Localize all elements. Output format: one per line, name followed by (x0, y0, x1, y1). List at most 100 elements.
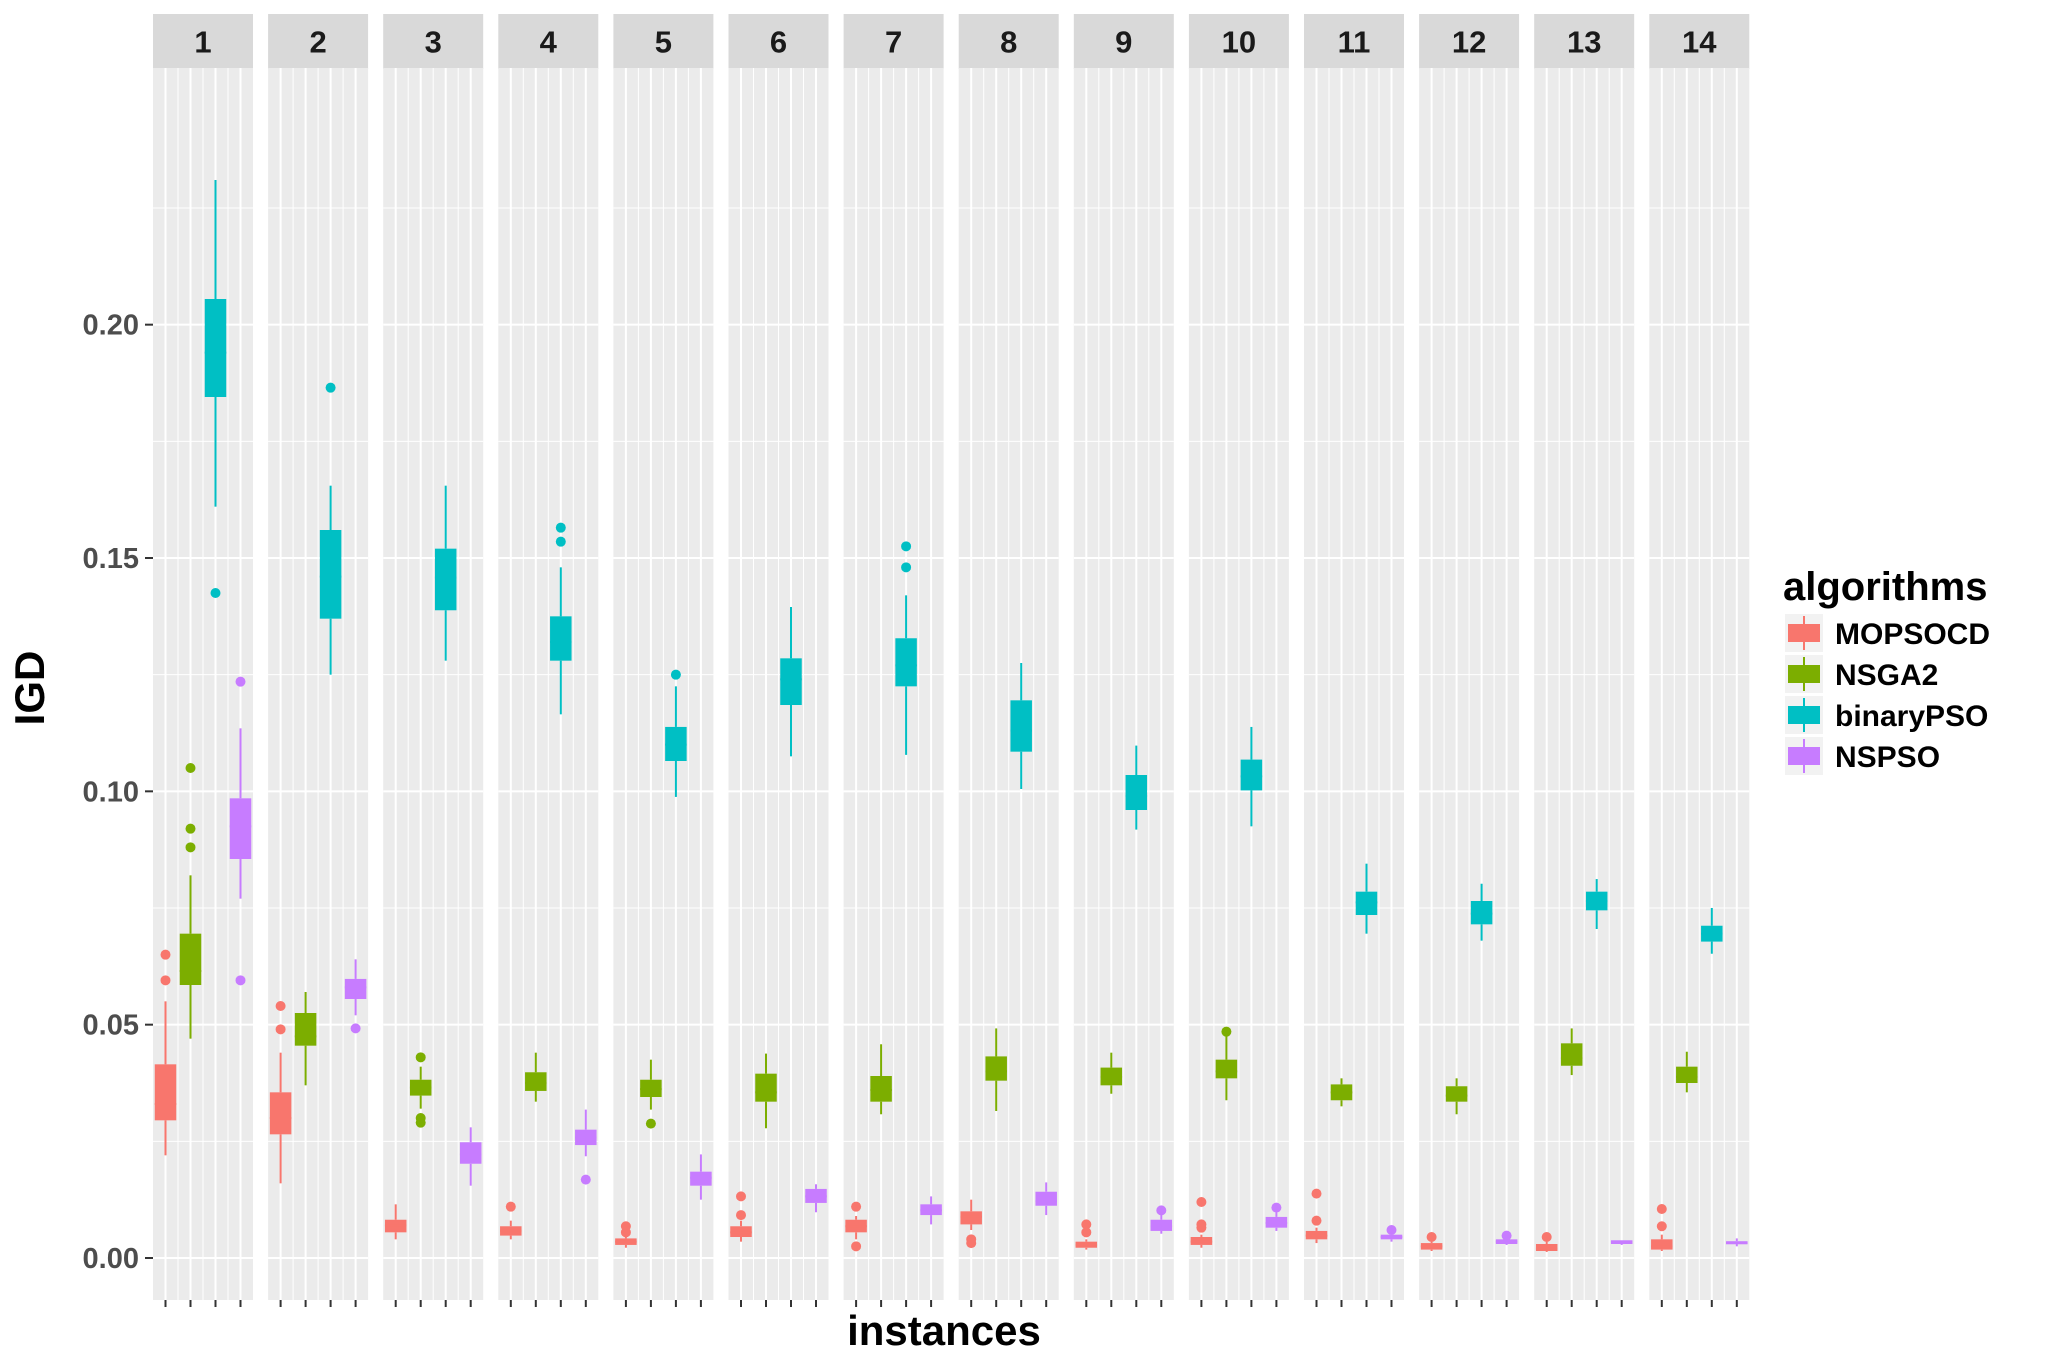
outlier-point (1081, 1219, 1092, 1230)
boxplot-binaryPSO-panel-4 (550, 522, 572, 715)
facet-strip-label: 6 (770, 25, 787, 60)
facet-panel-1: 1 (153, 14, 253, 1300)
y-axis: 0.00 0.05 0.10 0.15 0.20 (83, 310, 153, 1275)
boxplot-NSGA2-panel-2 (294, 992, 317, 1086)
legend-label: binaryPSO (1835, 700, 1988, 733)
box-iqr (459, 1142, 482, 1164)
boxplot-NSPSO-panel-2 (344, 959, 367, 1034)
facet-panel-8: 8 (958, 14, 1059, 1300)
box-iqr (1445, 1086, 1468, 1102)
boxplot-NSGA2-panel-12 (1445, 1078, 1468, 1115)
boxplot-MOPSOCD-panel-5 (615, 1221, 637, 1248)
outlier-point (185, 763, 196, 773)
facet-strip-label: 9 (1115, 25, 1132, 60)
facet-strip-label: 10 (1222, 25, 1256, 60)
box-iqr (434, 548, 457, 611)
y-axis-title: IGD (6, 651, 53, 726)
legend-item-MOPSOCD: MOPSOCD (1785, 614, 1990, 652)
outlier-point (1196, 1197, 1207, 1207)
box-iqr (1560, 1043, 1583, 1066)
boxplot-NSPSO-panel-14 (1726, 1238, 1748, 1247)
facet-panel-11: 11 (1304, 14, 1404, 1300)
facet-panel-2: 2 (268, 14, 369, 1300)
outlier-point (1081, 1227, 1092, 1238)
facet-strip (843, 14, 944, 69)
boxplot-MOPSOCD-panel-12 (1420, 1232, 1443, 1251)
facet-strip (498, 14, 599, 69)
facet-strip-label: 13 (1567, 25, 1601, 60)
outlier-point (1196, 1219, 1207, 1230)
outlier-point (620, 1221, 631, 1232)
outlier-point (851, 1201, 862, 1212)
box-iqr (525, 1072, 547, 1091)
boxplot-binaryPSO-panel-3 (434, 485, 457, 661)
outlier-point (185, 842, 196, 853)
facet-strip-label: 14 (1682, 25, 1717, 60)
boxplot-NSGA2-panel-13 (1560, 1028, 1583, 1076)
boxplot-binaryPSO-panel-2 (319, 382, 342, 675)
box-iqr (895, 638, 917, 687)
boxplot-NSPSO-panel-11 (1380, 1225, 1403, 1242)
boxplot-binaryPSO-panel-8 (1010, 663, 1032, 789)
legend-item-binaryPSO: binaryPSO (1785, 696, 1988, 734)
facet-strip-label: 4 (540, 25, 558, 60)
outlier-point (966, 1234, 977, 1245)
box-iqr (780, 658, 802, 705)
outlier-point (1311, 1188, 1322, 1199)
facet-strip-label: 11 (1338, 25, 1371, 60)
boxplot-MOPSOCD-panel-14 (1651, 1204, 1673, 1251)
outlier-point (160, 949, 171, 960)
facet-strip (958, 14, 1059, 69)
legend-item-NSPSO: NSPSO (1785, 737, 1940, 775)
facet-panels: 1 2 3 4 5 6 7 8 9 10 11 12 13 14 (153, 14, 1750, 1300)
y-tick-label: 0.10 (83, 776, 139, 808)
outlier-point (325, 382, 336, 393)
boxplot-NSGA2-panel-1 (179, 763, 202, 1039)
boxplot-binaryPSO-panel-5 (665, 669, 687, 797)
boxplot-binaryPSO-panel-13 (1585, 879, 1608, 929)
facet-strip (383, 14, 484, 69)
outlier-point (1541, 1232, 1552, 1242)
boxplot-NSPSO-panel-4 (575, 1109, 597, 1185)
facet-strip (728, 14, 829, 69)
outlier-point (1386, 1225, 1397, 1235)
box-iqr (1676, 1066, 1698, 1083)
facet-strip (1649, 14, 1750, 69)
facet-strip (1419, 14, 1520, 69)
outlier-point (901, 562, 912, 573)
outlier-point (350, 1023, 361, 1034)
facet-strip-label: 5 (655, 25, 672, 60)
boxplot-NSGA2-panel-6 (755, 1053, 777, 1129)
box-iqr (179, 933, 202, 985)
box-iqr (1035, 1191, 1057, 1206)
boxplot-MOPSOCD-panel-6 (730, 1191, 752, 1242)
facet-strip (268, 14, 369, 69)
box-iqr (269, 1092, 292, 1135)
boxplot-NSPSO-panel-3 (459, 1127, 482, 1186)
boxplot-NSPSO-panel-5 (690, 1154, 712, 1200)
facet-panel-13: 13 (1534, 14, 1635, 1300)
facet-strip (1304, 14, 1404, 69)
legend-key-box (1788, 665, 1820, 683)
box-iqr (985, 1056, 1007, 1081)
outlier-point (901, 541, 912, 552)
boxplot-binaryPSO-panel-12 (1470, 883, 1493, 941)
box-iqr (1125, 775, 1148, 810)
boxplot-binaryPSO-panel-7 (895, 541, 917, 755)
boxplot-MOPSOCD-panel-9 (1075, 1219, 1098, 1250)
outlier-point (580, 1174, 591, 1185)
boxplot-binaryPSO-panel-10 (1240, 726, 1263, 827)
facet-strip (1073, 14, 1174, 69)
box-iqr (344, 978, 367, 999)
boxplot-NSGA2-panel-7 (870, 1044, 892, 1115)
legend-key-box (1788, 624, 1820, 642)
facet-panel-6: 6 (728, 14, 829, 1300)
legend: algorithms MOPSOCD NSGA2 binaryPSO NSPSO (1783, 565, 1990, 775)
legend-key-box (1788, 706, 1820, 724)
boxplot-MOPSOCD-panel-4 (500, 1201, 522, 1240)
outlier-point (275, 1024, 286, 1035)
legend-item-NSGA2: NSGA2 (1785, 655, 1938, 693)
boxplot-NSPSO-panel-6 (805, 1184, 827, 1213)
legend-label: NSPSO (1835, 741, 1940, 774)
outlier-point (1656, 1204, 1667, 1214)
